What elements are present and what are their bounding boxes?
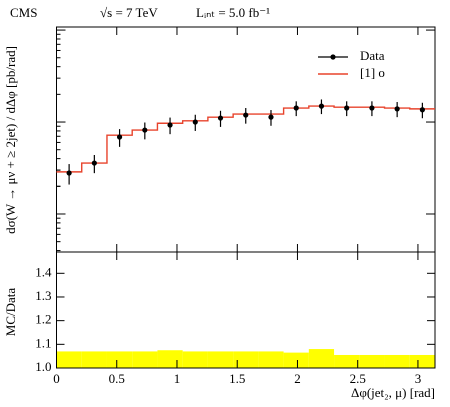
- data-point: [318, 103, 325, 109]
- energy: √s = 7 TeV: [100, 5, 158, 20]
- data-point: [369, 105, 375, 111]
- x-label: Δφ(jet₂, μ) [rad]: [351, 385, 435, 400]
- ratio-band: [106, 351, 133, 368]
- data-point: [167, 122, 173, 128]
- legend-label: Data: [360, 48, 385, 63]
- ratio-band: [359, 354, 385, 368]
- ratio-band: [157, 350, 183, 368]
- y-label: dσ(W → μν + ≥ 2jet) / dΔφ [pb/rad]: [3, 46, 18, 234]
- x-tick-label: 0.5: [109, 371, 125, 386]
- x-tick-label: 1: [174, 371, 181, 386]
- ratio-band: [409, 354, 435, 368]
- data-point: [91, 160, 97, 166]
- x-tick-label: 2: [294, 371, 301, 386]
- luminosity: Lᵢₙₜ = 5.0 fb⁻¹: [196, 5, 270, 20]
- data-point: [66, 170, 72, 176]
- experiment: CMS: [10, 5, 37, 20]
- ratio-frame: [56, 251, 436, 369]
- ratio-band: [132, 351, 158, 368]
- ratio-y-tick-label: 1.2: [35, 312, 51, 327]
- data-point: [192, 119, 198, 125]
- ratio-band: [233, 351, 259, 368]
- legend-label: [1] o: [360, 65, 385, 80]
- ratio-band: [308, 349, 335, 368]
- data-point: [344, 105, 350, 111]
- data-point: [142, 127, 148, 133]
- ratio-y-tick-label: 1.1: [35, 335, 51, 350]
- ratio-band: [283, 352, 309, 368]
- ratio-band: [56, 351, 82, 368]
- data-point: [419, 107, 425, 113]
- ratio-y-label: MC/Data: [3, 288, 18, 337]
- data-point: [268, 114, 274, 120]
- x-tick-label: 0: [53, 371, 60, 386]
- x-tick-label: 3: [415, 371, 422, 386]
- ratio-band: [207, 351, 234, 368]
- ratio-y-tick-label: 1.4: [35, 264, 52, 279]
- ratio-band: [258, 351, 284, 368]
- ratio-band: [384, 354, 410, 368]
- data-point: [243, 112, 249, 118]
- data-point: [293, 105, 299, 111]
- ratio-band: [334, 354, 360, 368]
- ratio-y-tick-label: 1.3: [35, 288, 51, 303]
- data-point: [394, 106, 400, 112]
- ratio-band: [182, 351, 208, 368]
- legend-data-marker: [330, 54, 336, 60]
- x-tick-label: 1.5: [229, 371, 245, 386]
- ratio-y-tick-label: 1.0: [35, 359, 51, 374]
- data-point: [116, 134, 123, 140]
- x-tick-label: 2.5: [350, 371, 366, 386]
- data-point: [217, 115, 224, 121]
- ratio-band: [81, 351, 107, 368]
